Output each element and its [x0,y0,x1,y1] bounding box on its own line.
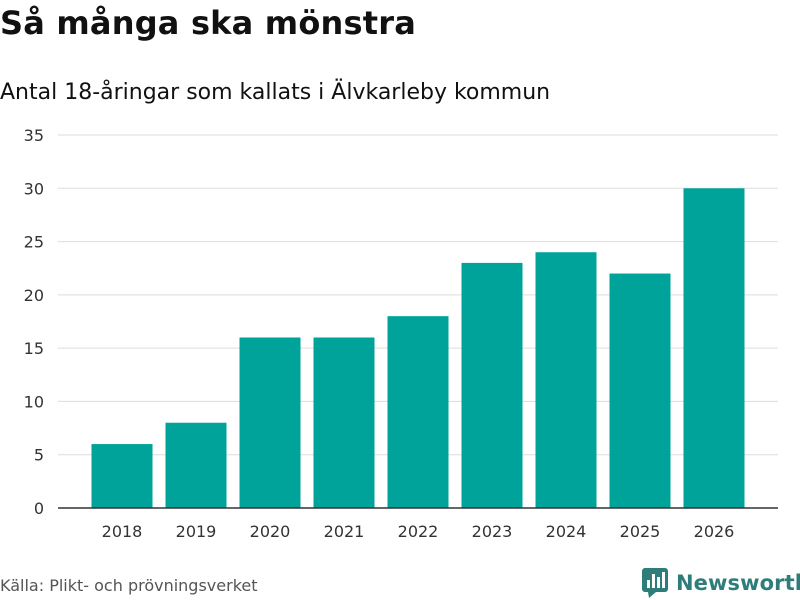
x-tick-label: 2024 [546,522,587,541]
y-tick-label: 15 [24,339,44,358]
bar-2024 [535,252,597,508]
bar-2020 [239,337,301,508]
bars [91,188,745,509]
bar-2021 [313,337,375,508]
y-tick-label: 5 [34,446,44,465]
x-tick-label: 2023 [472,522,513,541]
bar-2023 [461,262,523,508]
y-tick-label: 10 [24,392,44,411]
bar-2026 [683,188,745,509]
x-tick-label: 2025 [620,522,661,541]
x-tick-label: 2022 [398,522,439,541]
y-tick-label: 25 [24,233,44,252]
bar-2025 [609,273,671,508]
bar-2018 [91,444,153,508]
chart-title: Så många ska mönstra [0,4,417,42]
bar-2019 [165,422,227,508]
x-tick-label: 2021 [324,522,365,541]
chart-subtitle: Antal 18-åringar som kallats i Älvkarleb… [0,80,551,105]
y-axis-tick-labels: 0 5 10 15 20 25 30 35 [24,126,44,518]
x-tick-label: 2018 [102,522,143,541]
newsworthy-logo: Newsworthy [642,566,800,600]
y-tick-label: 35 [24,126,44,145]
y-tick-label: 30 [24,179,44,198]
y-tick-label: 0 [34,499,44,518]
x-tick-label: 2026 [694,522,735,541]
y-tick-label: 20 [24,286,44,305]
bar-2022 [387,316,449,508]
source-note: Källa: Plikt- och prövningsverket [0,576,258,595]
x-tick-label: 2019 [176,522,217,541]
bar-chart-speech-bubble-icon [642,568,668,598]
brand-name: Newsworthy [676,571,800,595]
x-tick-label: 2020 [250,522,291,541]
x-axis-tick-labels: 2018 2019 2020 2021 2022 2023 2024 2025 2026 [102,522,735,541]
